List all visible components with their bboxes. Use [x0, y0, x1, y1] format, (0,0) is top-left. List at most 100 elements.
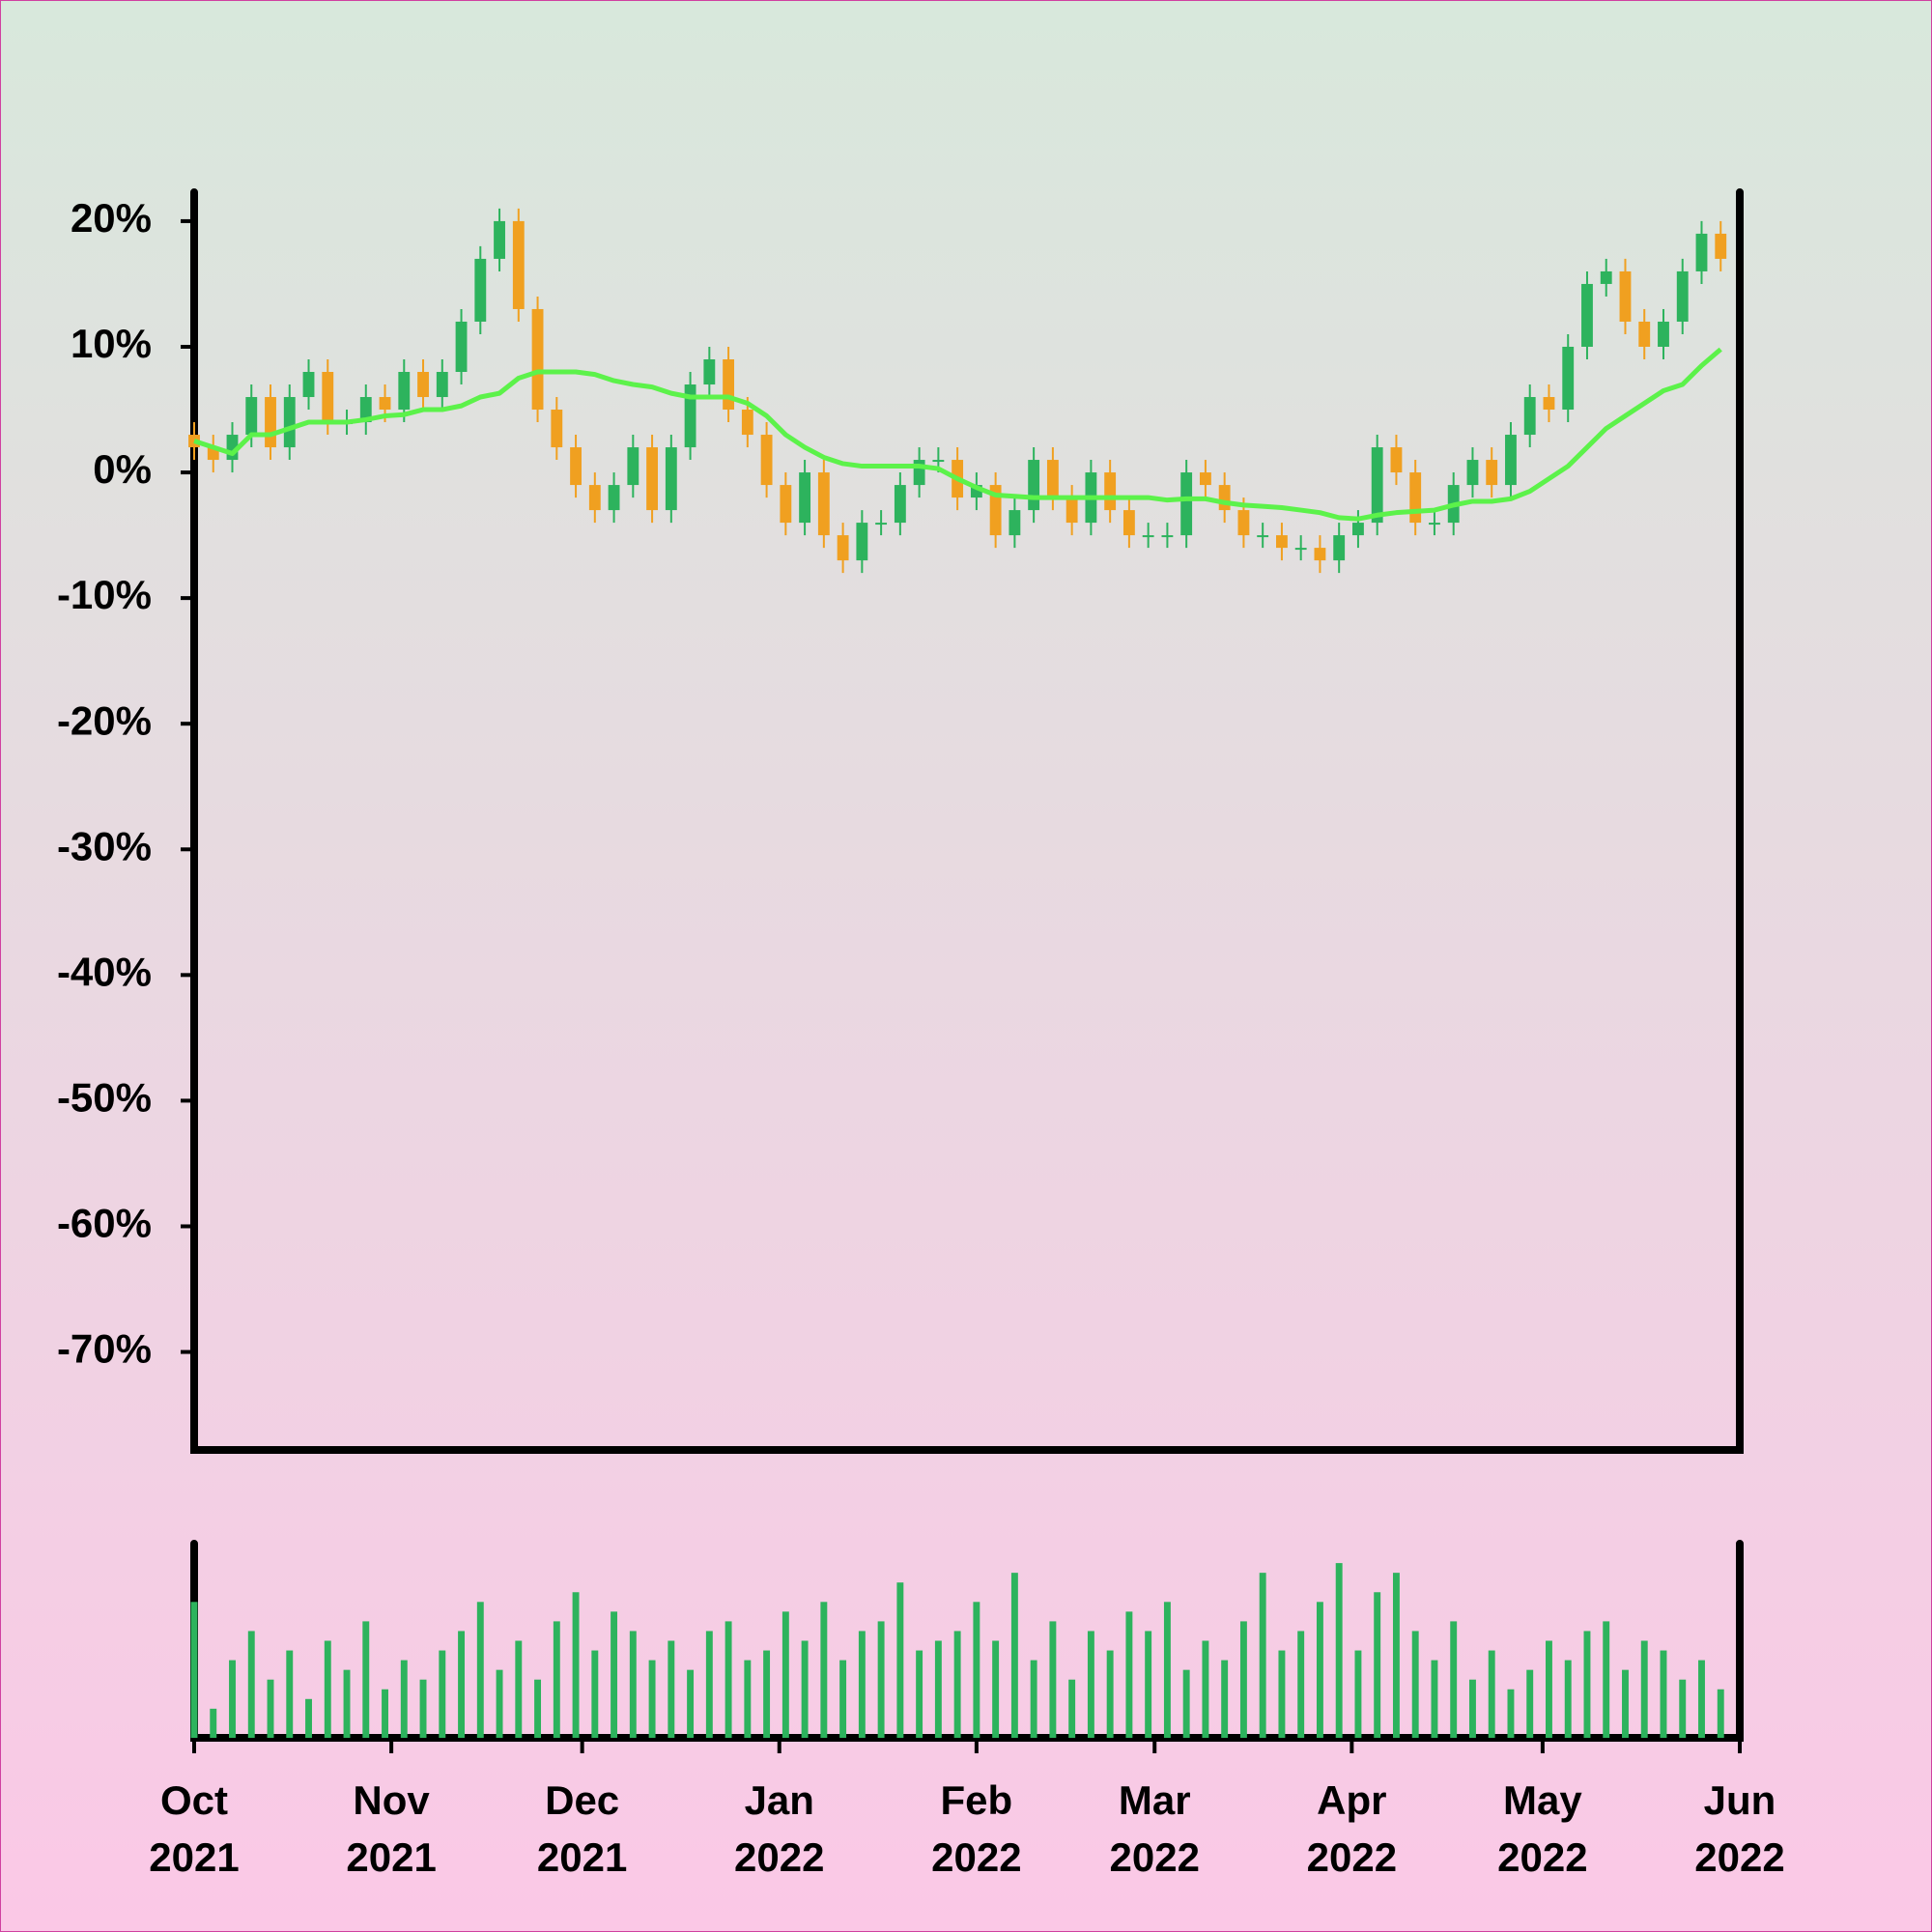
candle-body — [970, 485, 982, 498]
candle-body — [1065, 497, 1078, 524]
y-tick-label: 10% — [71, 321, 152, 366]
x-tick-label: Nov 2021 — [346, 1777, 436, 1880]
candle-body — [608, 485, 620, 511]
volume-bar — [1278, 1650, 1286, 1738]
volume-bar — [553, 1621, 560, 1738]
volume-bar — [763, 1650, 771, 1738]
candle-body — [1142, 535, 1154, 538]
y-tick-label: -10% — [57, 572, 152, 617]
candle-body — [398, 372, 411, 411]
candle-body — [588, 485, 601, 511]
candle-body — [875, 523, 888, 526]
candle-body — [1523, 397, 1536, 436]
volume-bar — [286, 1650, 294, 1738]
volume-bar — [1202, 1640, 1209, 1738]
y-tick-label: -50% — [57, 1074, 152, 1120]
x-tick-label: Feb 2022 — [931, 1777, 1021, 1880]
volume-bar — [572, 1592, 580, 1738]
y-tick-label: -40% — [57, 949, 152, 994]
candle-body — [570, 447, 582, 486]
volume-bar — [247, 1631, 255, 1738]
candle-body — [1046, 460, 1059, 498]
candle-body — [1276, 535, 1288, 549]
volume-bar — [1679, 1679, 1687, 1738]
volume-bar — [305, 1698, 312, 1738]
candle-body — [817, 472, 830, 536]
moving-average — [193, 347, 1722, 522]
volume-bar — [611, 1611, 618, 1738]
volume-bar — [1431, 1660, 1438, 1738]
candle-body — [1658, 321, 1669, 347]
candle-body — [322, 372, 334, 423]
candle-body — [1562, 346, 1575, 411]
volume-bar — [496, 1669, 503, 1738]
volume-bar — [839, 1660, 847, 1738]
candle-body — [894, 485, 906, 524]
volume-bar — [1469, 1679, 1476, 1738]
y-tick-label: -60% — [57, 1201, 152, 1246]
volume-bar — [705, 1631, 713, 1738]
volume-bar — [515, 1640, 523, 1738]
candle-body — [1638, 321, 1651, 347]
volume-bar — [648, 1660, 656, 1738]
volume-bar — [1583, 1631, 1591, 1738]
volume-bar — [229, 1660, 236, 1738]
candle-body — [684, 384, 696, 448]
volume-bar — [1488, 1650, 1495, 1738]
volume-bar — [896, 1582, 904, 1738]
volume-bar — [1640, 1640, 1648, 1738]
candle-body — [1600, 270, 1612, 284]
candle-body — [1237, 510, 1250, 536]
volume-bar — [419, 1679, 427, 1738]
volume-bar — [1374, 1592, 1381, 1738]
candle-body — [1390, 447, 1403, 473]
volume-bar — [1335, 1563, 1343, 1738]
candle-body — [837, 535, 849, 561]
volume-bar — [724, 1621, 732, 1738]
candle-body — [1581, 283, 1593, 347]
volume-bar — [362, 1621, 370, 1738]
candle-body — [1257, 535, 1269, 538]
candle-body — [359, 397, 372, 423]
candle-body — [283, 397, 296, 448]
candle-body — [226, 435, 239, 461]
volume-bar — [1125, 1611, 1133, 1738]
candle-body — [1199, 472, 1211, 486]
candle-body — [1294, 548, 1307, 551]
candle-body — [723, 358, 735, 411]
volume-bar — [1030, 1660, 1037, 1738]
candle-body — [856, 523, 868, 561]
volume-bar — [1010, 1573, 1018, 1738]
volume-bar — [992, 1640, 1000, 1738]
candle-body — [494, 220, 505, 259]
candle-body — [531, 308, 544, 411]
volume-bar — [210, 1708, 217, 1738]
candle-body — [1371, 447, 1383, 524]
candle-body — [1104, 472, 1117, 511]
x-tick-label: Oct 2021 — [149, 1777, 239, 1880]
candle-body — [760, 435, 773, 486]
volume-bar — [343, 1669, 351, 1738]
candle-body — [1676, 270, 1689, 322]
volume-bar — [1259, 1573, 1266, 1738]
candle-body — [551, 410, 563, 448]
candle-body — [989, 485, 1002, 536]
volume-bar — [1526, 1669, 1534, 1738]
volume-bar — [1698, 1660, 1705, 1738]
candle-body — [913, 460, 925, 486]
volume-bar — [591, 1650, 599, 1738]
volume-bar — [190, 1602, 198, 1738]
x-tick-label: Mar 2022 — [1110, 1777, 1200, 1880]
candle-body — [1505, 435, 1517, 486]
volume-bar — [973, 1602, 980, 1738]
volume-bar — [858, 1631, 866, 1738]
candle-body — [646, 447, 658, 511]
candle-body — [245, 397, 258, 436]
candle-body — [1619, 270, 1632, 322]
volume-bar — [1239, 1621, 1247, 1738]
volume-bar — [1354, 1650, 1362, 1738]
candle-body — [1352, 523, 1364, 536]
volume-bar — [1392, 1573, 1400, 1738]
volume-bar — [781, 1611, 789, 1738]
